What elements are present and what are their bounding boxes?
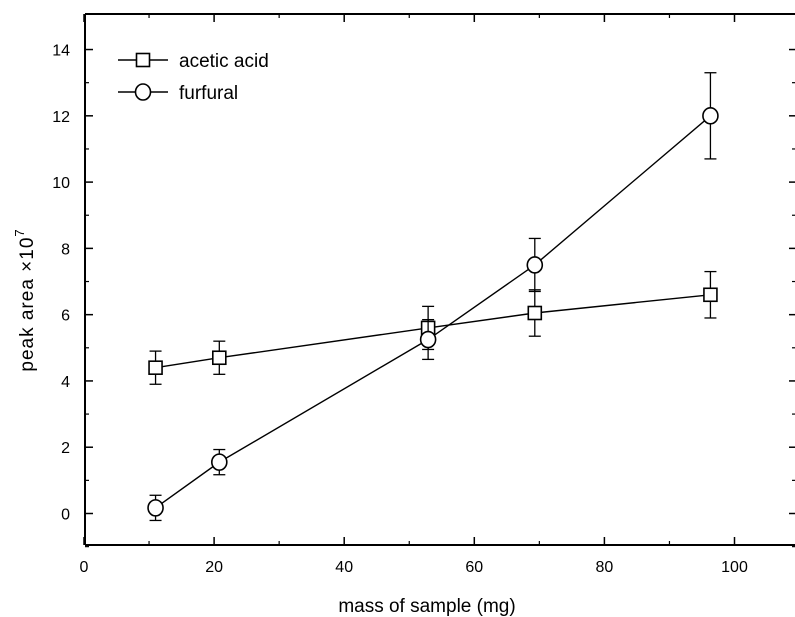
legend-label: acetic acid bbox=[179, 51, 269, 72]
series-line bbox=[155, 115, 711, 509]
legend-marker bbox=[134, 83, 152, 101]
y-tick-label: 0 bbox=[61, 507, 70, 524]
data-point bbox=[212, 350, 227, 366]
x-tick-label: 0 bbox=[80, 559, 89, 576]
y-tick-label: 6 bbox=[61, 308, 70, 325]
data-point bbox=[703, 287, 718, 303]
data-point bbox=[147, 499, 164, 517]
data-point bbox=[211, 453, 228, 471]
x-tick-label: 60 bbox=[465, 559, 483, 576]
y-tick-label: 2 bbox=[61, 440, 70, 457]
x-tick-label: 100 bbox=[721, 559, 748, 576]
x-tick-label: 80 bbox=[596, 559, 614, 576]
x-tick-label: 20 bbox=[205, 559, 223, 576]
ticks: 0 20 40 60 80 100 0 2 4 6 8 10 12 14 bbox=[52, 14, 795, 576]
data-point bbox=[527, 305, 543, 321]
legend-entry: acetic acid bbox=[118, 51, 269, 72]
y-tick-label: 8 bbox=[61, 241, 70, 258]
data-point bbox=[702, 107, 719, 125]
y-tick-label: 14 bbox=[52, 43, 70, 60]
data-point bbox=[419, 330, 437, 349]
data-point bbox=[526, 256, 544, 274]
series-acetic-acid bbox=[148, 270, 718, 385]
data-point bbox=[148, 360, 163, 375]
y-axis-label-exponent: 7 bbox=[12, 228, 27, 236]
y-axis-label: peak area ×107 bbox=[12, 228, 38, 371]
legend-label: furfural bbox=[179, 83, 238, 104]
legend-entry: furfural bbox=[118, 83, 238, 104]
series-furfural bbox=[147, 72, 719, 522]
y-axis-label-text: peak area ×10 bbox=[17, 237, 38, 372]
legend: acetic acid furfural bbox=[118, 51, 269, 104]
x-axis-label: mass of sample (mg) bbox=[338, 596, 515, 617]
legend-marker bbox=[135, 52, 151, 68]
plot-series bbox=[147, 72, 719, 522]
y-tick-label: 4 bbox=[61, 374, 70, 391]
axes bbox=[84, 13, 795, 546]
x-tick-label: 40 bbox=[335, 559, 353, 576]
y-tick-label: 10 bbox=[52, 175, 70, 192]
y-tick-label: 12 bbox=[52, 109, 70, 126]
